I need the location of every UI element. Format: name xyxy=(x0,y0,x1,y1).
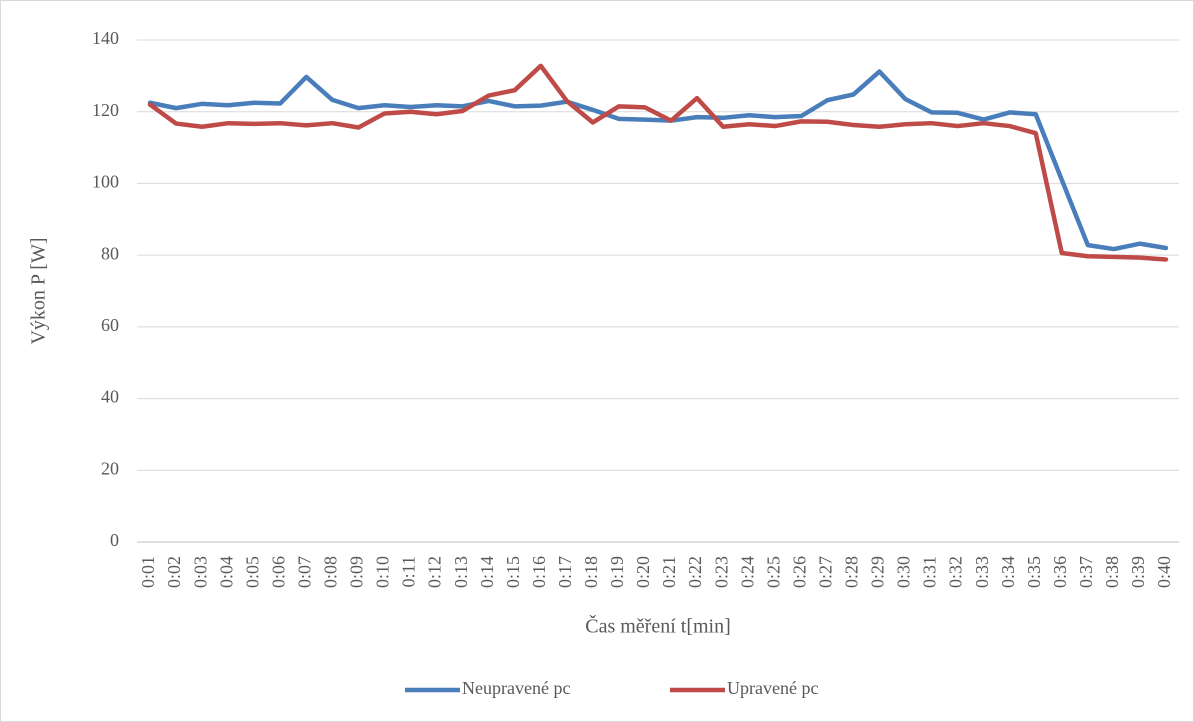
line-series xyxy=(147,63,1169,262)
y-tick-label: 0 xyxy=(110,530,119,550)
x-tick-label: 0:01 xyxy=(138,556,158,588)
y-tick-label: 20 xyxy=(101,458,119,478)
x-tick-label: 0:25 xyxy=(763,556,783,588)
x-tick-label: 0:13 xyxy=(451,556,471,588)
x-tick-label: 0:33 xyxy=(972,556,992,588)
x-tick-label: 0:22 xyxy=(685,556,705,588)
x-tick-label: 0:28 xyxy=(842,556,862,588)
x-tick-label: 0:09 xyxy=(347,556,367,588)
x-tick-label: 0:21 xyxy=(659,556,679,588)
x-tick-label: 0:04 xyxy=(216,556,236,588)
x-tick-label: 0:14 xyxy=(477,556,497,588)
x-tick-label: 0:19 xyxy=(607,556,627,588)
x-tick-label: 0:16 xyxy=(529,556,549,588)
x-tick-label: 0:36 xyxy=(1050,556,1070,588)
x-tick-label: 0:27 xyxy=(815,556,835,588)
x-tick-label: 0:23 xyxy=(711,556,731,588)
x-tick-label: 0:11 xyxy=(399,556,419,587)
x-tick-label: 0:40 xyxy=(1154,556,1174,588)
x-tick-label: 0:05 xyxy=(242,556,262,588)
x-tick-label: 0:02 xyxy=(164,556,184,588)
y-tick-label: 140 xyxy=(92,28,119,48)
x-tick-label: 0:39 xyxy=(1128,556,1148,588)
x-tick-label: 0:35 xyxy=(1024,556,1044,588)
y-axis-label: Výkon P [W] xyxy=(28,237,50,344)
x-tick-label: 0:03 xyxy=(190,556,210,588)
legend-label: Upravené pc xyxy=(727,678,818,698)
x-tick-label: 0:08 xyxy=(321,556,341,588)
x-axis-label: Čas měření t[min] xyxy=(585,614,731,638)
x-tick-label: 0:20 xyxy=(633,556,653,588)
x-tick-label: 0:17 xyxy=(555,556,575,588)
y-tick-label: 100 xyxy=(92,172,119,192)
y-tick-label: 80 xyxy=(101,243,119,263)
x-tick-label: 0:12 xyxy=(425,556,445,588)
x-tick-label: 0:38 xyxy=(1102,556,1122,588)
x-tick-label: 0:18 xyxy=(581,556,601,588)
x-tick-label: 0:07 xyxy=(294,556,314,588)
x-tick-label: 0:10 xyxy=(373,556,393,588)
x-tick-label: 0:30 xyxy=(894,556,914,588)
y-tick-label: 40 xyxy=(101,387,119,407)
legend-label: Neupravené pc xyxy=(462,678,570,698)
x-tick-label: 0:37 xyxy=(1076,556,1096,588)
x-tick-label: 0:06 xyxy=(268,556,288,588)
x-tick-label: 0:29 xyxy=(868,556,888,588)
x-tick-label: 0:34 xyxy=(998,556,1018,588)
x-tick-label: 0:15 xyxy=(503,556,523,588)
x-tick-label: 0:26 xyxy=(789,556,809,588)
line-series xyxy=(147,69,1169,252)
y-tick-label: 60 xyxy=(101,315,119,335)
x-tick-label: 0:32 xyxy=(946,556,966,588)
y-tick-label: 120 xyxy=(92,100,119,120)
x-tick-label: 0:31 xyxy=(920,556,940,588)
x-tick-label: 0:24 xyxy=(737,556,757,588)
